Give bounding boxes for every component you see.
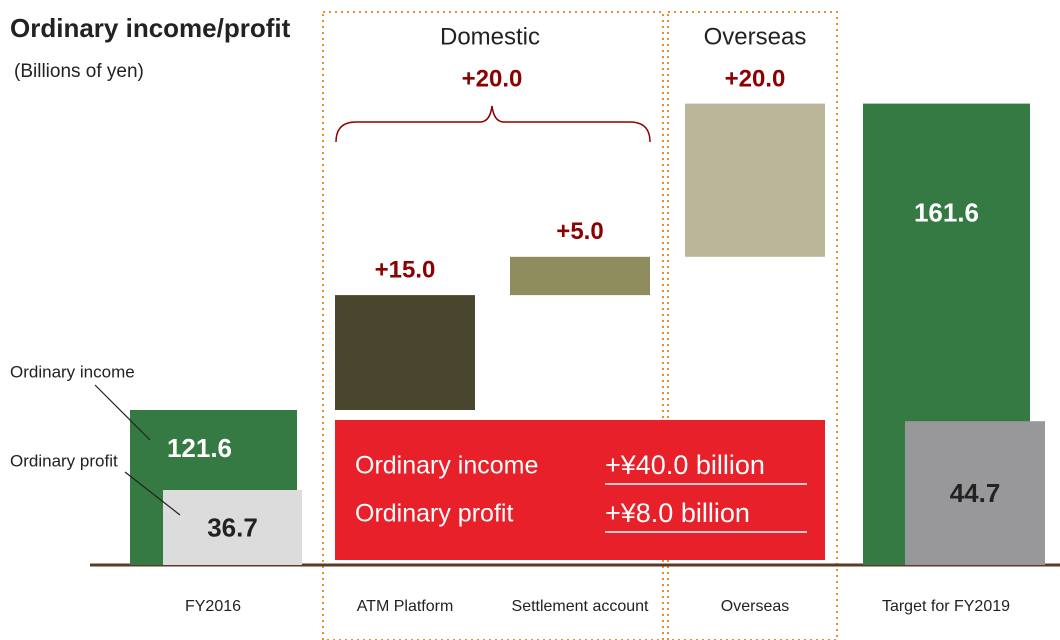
x-tick-label: Overseas xyxy=(721,598,789,615)
group-label: Domestic xyxy=(440,23,540,50)
value-label: 44.7 xyxy=(950,478,1001,508)
x-tick-label: Settlement account xyxy=(512,598,650,615)
summary-label: Ordinary income xyxy=(355,452,538,480)
value-label: 121.6 xyxy=(167,433,232,463)
summary-value: +¥40.0 billion xyxy=(605,450,765,480)
value-label: +5.0 xyxy=(556,218,603,245)
domestic-frame xyxy=(322,11,664,640)
leader-line xyxy=(94,384,151,441)
legend-label: Ordinary profit xyxy=(10,451,118,470)
increment-bar xyxy=(335,295,475,410)
value-label: +15.0 xyxy=(375,256,436,283)
group-brace xyxy=(335,105,651,143)
overseas-frame xyxy=(667,11,838,640)
profit-bar xyxy=(163,490,302,565)
summary-box xyxy=(335,420,825,560)
value-label: 36.7 xyxy=(207,512,258,542)
increment-bar xyxy=(510,256,650,296)
marks: FY2016 ATM Platform Settlement account Over… xyxy=(130,65,1045,615)
chart-subtitle: (Billions of yen) xyxy=(14,61,144,82)
leader-line xyxy=(124,471,181,516)
profit-bar xyxy=(905,421,1045,565)
increment-bar xyxy=(685,103,825,257)
summary-label: Ordinary profit xyxy=(355,500,513,528)
summary-value: +¥8.0 billion xyxy=(605,498,750,528)
group-label: Overseas xyxy=(704,23,807,50)
value-label: +20.0 xyxy=(725,65,786,92)
x-tick-label: Target for FY2019 xyxy=(882,598,1010,615)
chart-title: Ordinary income/profit xyxy=(10,13,291,43)
x-tick-label: ATM Platform xyxy=(357,598,454,615)
x-tick-label: FY2016 xyxy=(185,598,241,615)
group-total: +20.0 xyxy=(462,65,523,92)
legend-label: Ordinary income xyxy=(10,362,135,381)
value-label: 161.6 xyxy=(914,198,979,228)
